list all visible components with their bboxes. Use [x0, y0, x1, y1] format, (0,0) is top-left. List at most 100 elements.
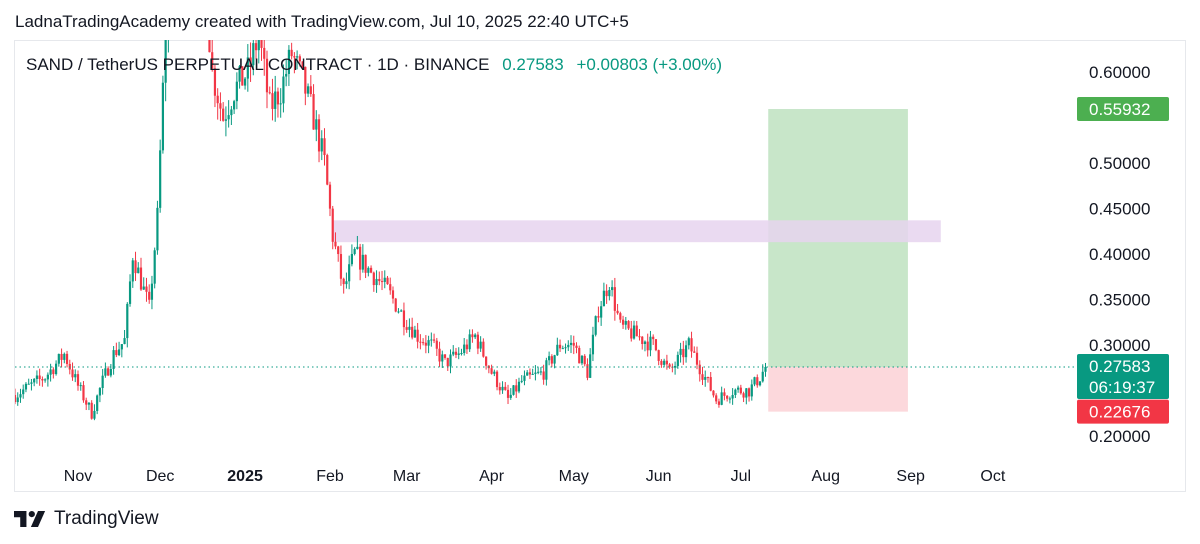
- candle-body: [548, 356, 551, 361]
- candle-body: [506, 389, 510, 398]
- candle-body: [104, 368, 107, 376]
- candle-body: [282, 76, 285, 104]
- bar-countdown-label: 06:19:37: [1089, 378, 1155, 397]
- candle-body: [619, 313, 622, 320]
- candle-body: [608, 290, 611, 297]
- candle-body: [435, 340, 438, 349]
- candle-body: [605, 290, 608, 297]
- candle-body: [252, 43, 255, 66]
- candle-body: [402, 310, 406, 328]
- candle-body: [369, 267, 373, 273]
- candle-body: [375, 278, 378, 286]
- candle-body: [326, 155, 329, 185]
- candle-body: [274, 91, 277, 109]
- candle-body: [479, 341, 482, 349]
- candle-body: [616, 310, 619, 314]
- candle-body: [663, 360, 666, 365]
- candle-body: [654, 339, 658, 351]
- candle-body: [441, 354, 444, 362]
- candle-body: [737, 387, 740, 390]
- candle-body: [545, 360, 548, 380]
- candle-body: [476, 334, 479, 349]
- candle-body: [44, 379, 47, 381]
- candle-body: [93, 410, 96, 419]
- candle-body: [679, 348, 682, 355]
- candle-body: [501, 386, 504, 391]
- candle-body: [148, 291, 151, 300]
- candle-body: [161, 82, 165, 151]
- candle-body: [485, 356, 488, 366]
- candle-body: [430, 339, 433, 341]
- stop-price-label: 0.22676: [1089, 403, 1150, 422]
- candle-body: [60, 353, 63, 360]
- candle-body: [49, 369, 52, 375]
- candle-body: [378, 278, 381, 282]
- candle-body: [153, 250, 156, 284]
- candle-body: [758, 381, 762, 386]
- candle-body: [63, 353, 66, 360]
- candle-body: [652, 336, 655, 340]
- candle-body: [701, 374, 704, 380]
- candle-body: [597, 316, 600, 318]
- y-tick-label: 0.40000: [1089, 245, 1150, 264]
- candle-body: [208, 40, 211, 53]
- candle-body: [539, 371, 542, 373]
- candle-body: [594, 316, 597, 335]
- candle-body: [761, 371, 764, 382]
- candle-body: [260, 40, 263, 48]
- candle-body: [139, 267, 143, 290]
- candle-body: [211, 52, 214, 69]
- brand-name: TradingView: [54, 508, 159, 529]
- candle-body: [293, 56, 296, 58]
- price-change: +0.00803 (+3.00%): [576, 55, 722, 74]
- candle-body: [257, 40, 260, 51]
- candle-body: [65, 353, 69, 364]
- candle-body: [517, 381, 521, 392]
- candle-body: [306, 86, 310, 94]
- candle-body: [367, 267, 370, 273]
- candle-body: [304, 66, 307, 94]
- candle-body: [126, 303, 129, 339]
- candle-body: [498, 387, 501, 391]
- candle-body: [712, 390, 715, 396]
- candle-body: [52, 369, 55, 375]
- x-tick-label: Oct: [980, 468, 1005, 485]
- candle-body: [665, 360, 668, 365]
- candle-body: [271, 93, 274, 109]
- y-tick-label: 0.45000: [1089, 200, 1150, 219]
- candle-body: [123, 338, 126, 345]
- candle-body: [602, 290, 605, 307]
- candle-body: [726, 395, 729, 399]
- candle-body: [85, 400, 88, 405]
- candle-body: [227, 115, 230, 120]
- candle-body: [391, 290, 395, 299]
- candle-body: [339, 254, 343, 279]
- candle-body: [350, 253, 353, 265]
- candle-body: [572, 342, 575, 346]
- candle-body: [474, 334, 477, 338]
- current-price-tag: [1077, 353, 1169, 399]
- chart-frame: [14, 40, 1186, 492]
- candle-body: [764, 367, 767, 372]
- candle-body: [454, 351, 458, 355]
- candle-body: [137, 267, 140, 274]
- candle-body: [235, 81, 238, 102]
- candle-body: [243, 78, 247, 86]
- candle-body: [356, 246, 359, 249]
- candle-body: [578, 347, 581, 364]
- candle-body: [611, 287, 614, 291]
- candle-body: [556, 344, 559, 356]
- candle-body: [353, 248, 356, 254]
- candle-body: [164, 40, 167, 83]
- chart-header-text: LadnaTradingAcademy created with Trading…: [15, 12, 629, 31]
- candle-body: [315, 119, 318, 130]
- candle-body: [90, 402, 93, 419]
- candle-body: [290, 49, 293, 57]
- candle-body: [35, 375, 39, 379]
- candle-body: [268, 92, 271, 94]
- candle-body: [16, 397, 19, 403]
- candle-body: [583, 355, 586, 365]
- candle-body: [312, 94, 315, 130]
- x-tick-label: Apr: [479, 468, 505, 485]
